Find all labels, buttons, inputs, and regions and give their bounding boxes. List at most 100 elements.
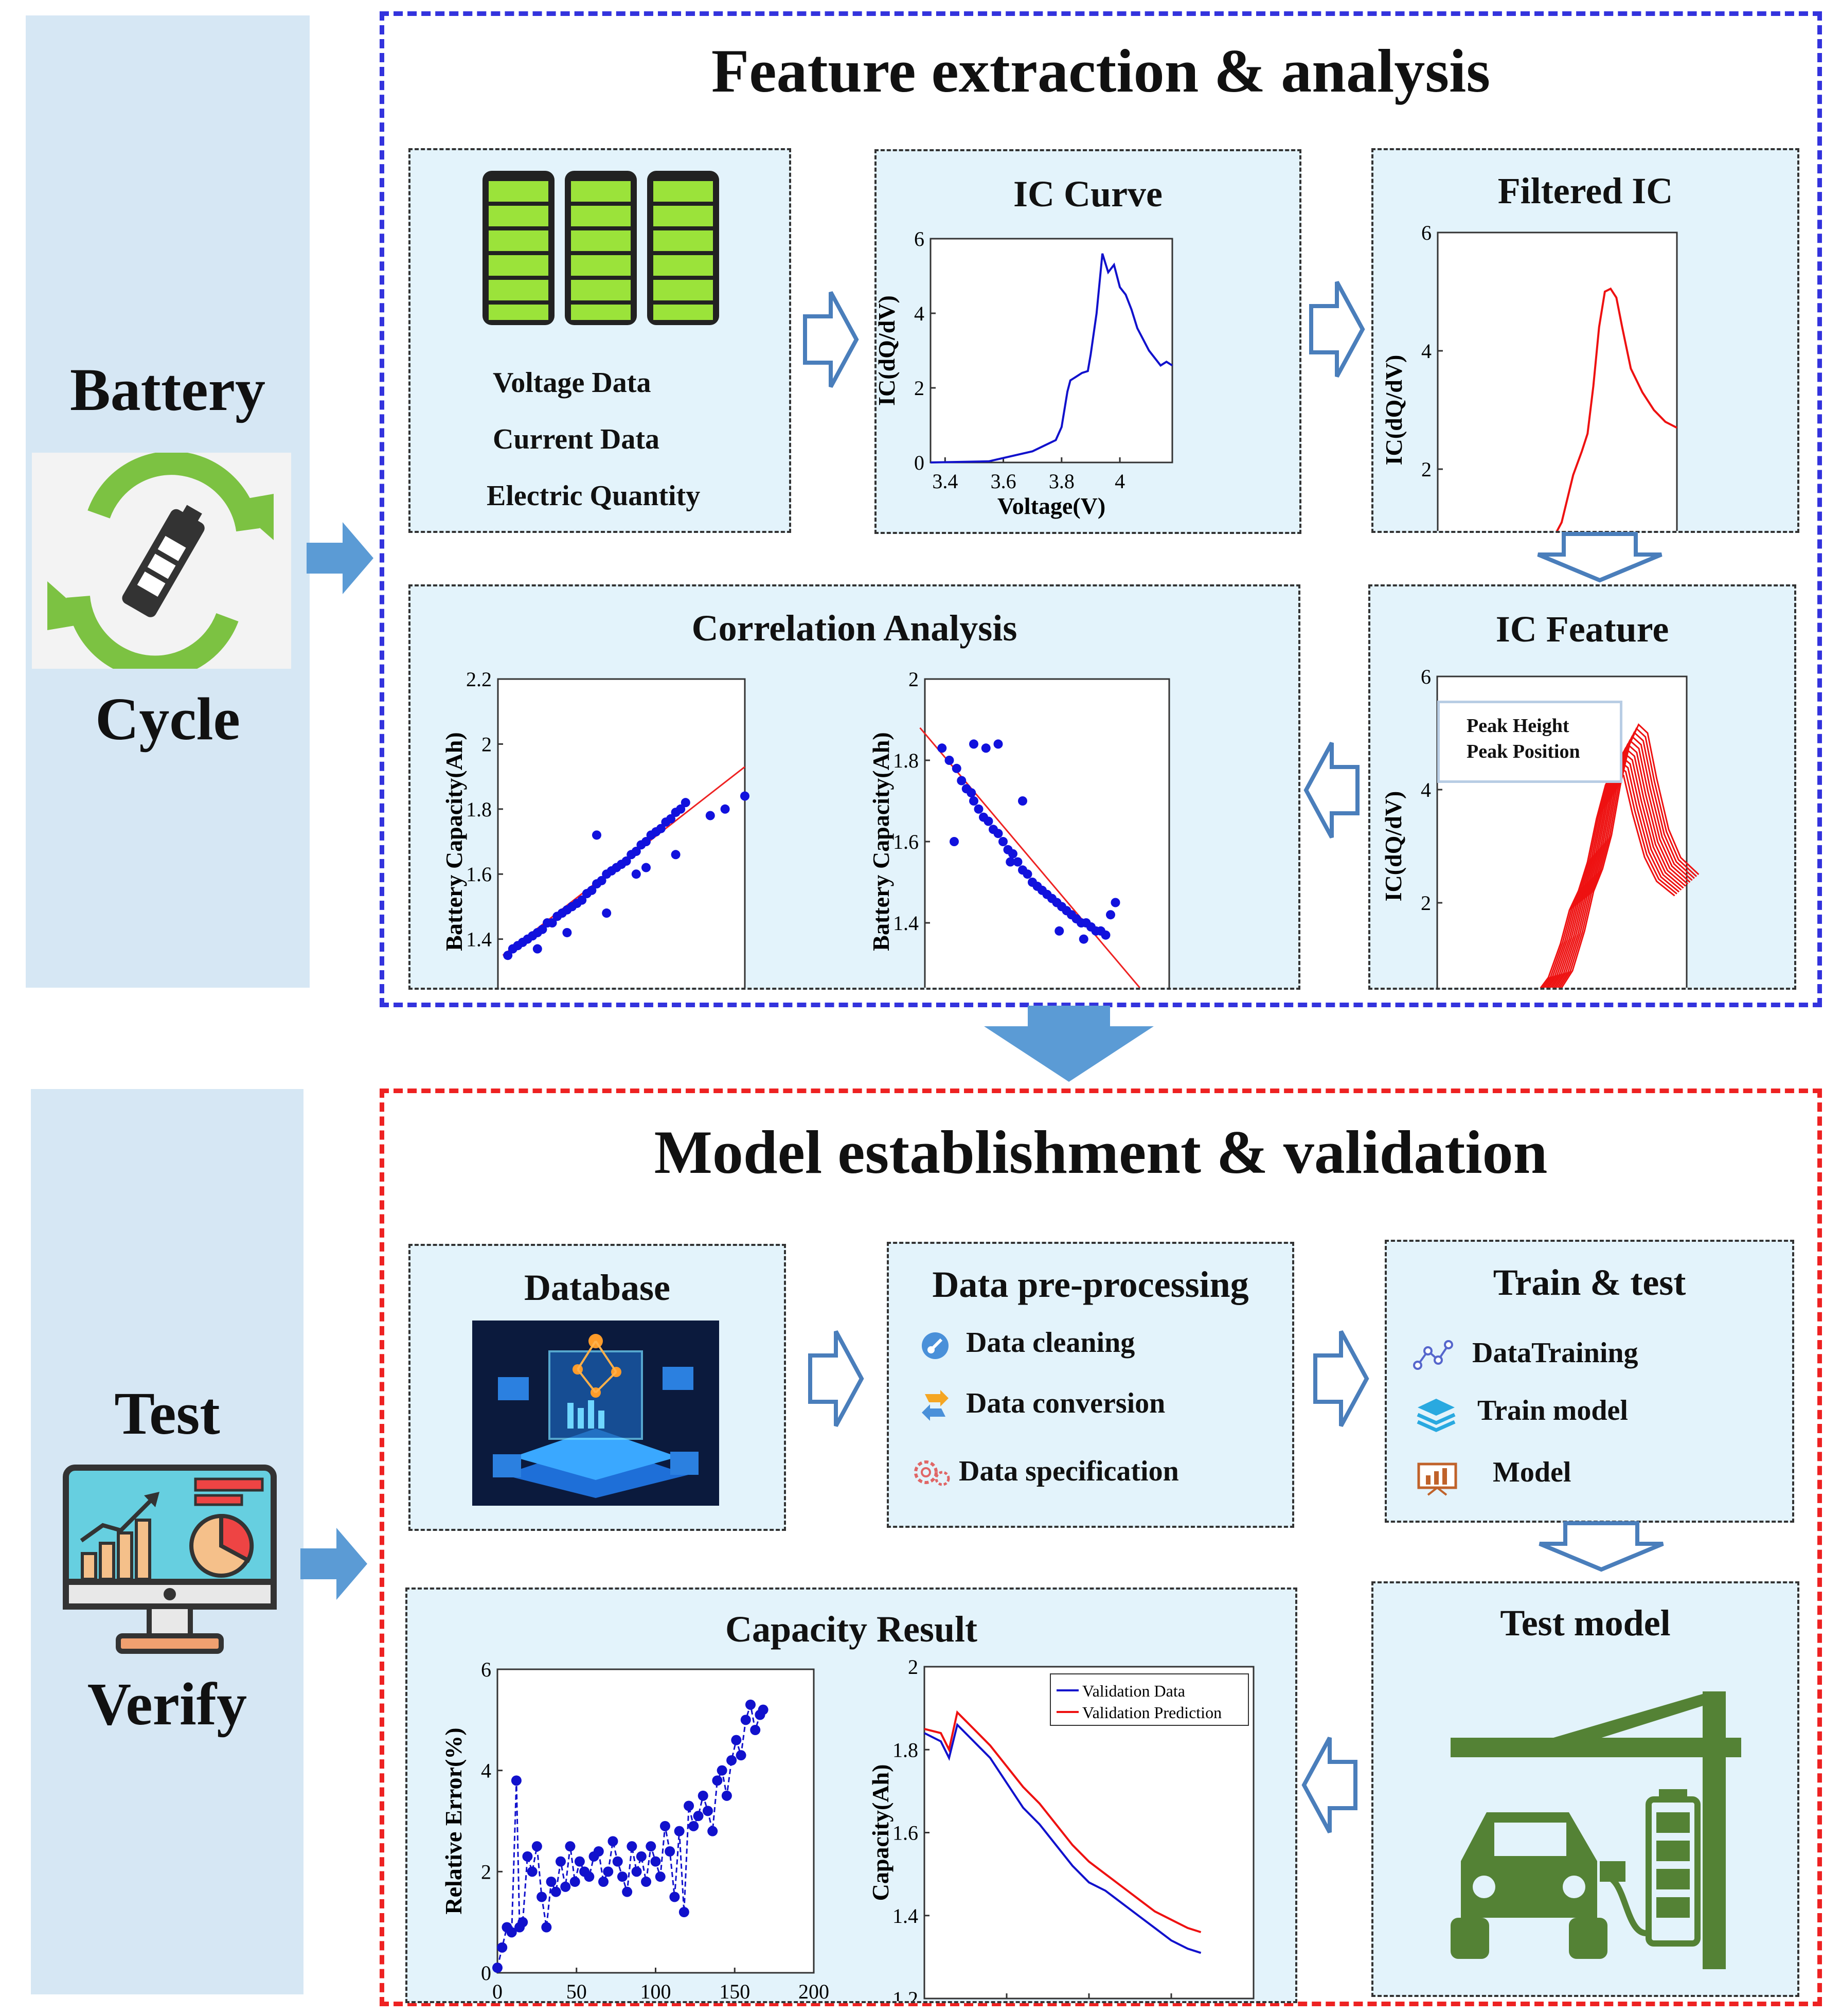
feature-curve <box>1557 731 1695 988</box>
data-point <box>541 1922 552 1933</box>
y-tick-label: 1.2 <box>892 1987 918 2001</box>
scatter-point <box>957 776 967 786</box>
peak-legend: Peak Height Peak Position <box>1437 701 1622 783</box>
y-tick-label: 6 <box>481 1658 491 1681</box>
data-point <box>506 1927 517 1938</box>
scatter-point <box>1111 898 1120 907</box>
hollow-arrow-down-icon <box>1537 532 1663 583</box>
data-point <box>522 1851 533 1862</box>
data-line <box>496 1704 764 1968</box>
scatter-point <box>676 804 686 814</box>
scatter-point <box>944 756 954 765</box>
verify-label: Verify <box>87 1670 247 1738</box>
series-line <box>924 1722 1202 1954</box>
data-point <box>712 1775 723 1786</box>
data-point <box>511 1775 522 1786</box>
scatter-point <box>967 788 976 798</box>
data-point <box>669 1892 680 1902</box>
feature-curve <box>1553 739 1691 988</box>
x-tick-label: 150 <box>719 1980 750 2001</box>
layers-icon <box>1417 1399 1456 1432</box>
data-point <box>707 1826 718 1836</box>
gears-icon <box>914 1460 950 1486</box>
scatter-point <box>1101 930 1111 940</box>
scatter-point <box>740 791 749 801</box>
hollow-arrow-down-icon <box>1539 1521 1664 1572</box>
data-point <box>497 1942 508 1953</box>
scatter-point <box>587 885 597 895</box>
data-cleaning-label: Data cleaning <box>966 1327 1135 1359</box>
plot-area <box>497 678 746 988</box>
y-tick-label: 2 <box>481 1860 491 1883</box>
data-point <box>758 1704 768 1715</box>
data-point <box>617 1871 628 1882</box>
data-point <box>560 1881 571 1892</box>
y-tick-label: 0 <box>914 451 924 474</box>
preprocessing-box: Data pre-processing Data cleaning Data c… <box>887 1242 1294 1528</box>
y-tick-label: 4 <box>481 1759 491 1782</box>
y-axis-label: IC(dQ/dV) <box>877 295 900 406</box>
feature-curve <box>1547 751 1684 988</box>
x-tick-label: 3.6 <box>991 470 1016 493</box>
scatter-point <box>1008 849 1017 859</box>
scatter-point <box>547 918 557 927</box>
y-tick-label: 1.6 <box>893 830 919 853</box>
scatter-point <box>1106 910 1115 920</box>
ic-curve-box: IC Curve 0 2 4 6 3.4 3.6 3.8 4 Voltage(V) IC(dQ/d… <box>874 149 1301 534</box>
section-title: Feature extraction & analysis <box>711 37 1491 105</box>
scatter-point <box>952 763 961 773</box>
data-point <box>574 1856 585 1867</box>
scatter-point <box>641 837 651 846</box>
data-point <box>665 1846 675 1857</box>
feature-curve <box>1554 735 1693 988</box>
scatter-point <box>656 824 666 833</box>
data-conversion-label: Data conversion <box>966 1387 1166 1419</box>
data-point <box>492 1963 503 1973</box>
x-tick-label: 4 <box>1115 470 1125 493</box>
box-title: Test model <box>1500 1602 1671 1644</box>
battery-cycle-icon <box>32 451 291 680</box>
box-title: Database <box>524 1267 670 1308</box>
cleaning-icon <box>922 1332 949 1359</box>
scatter-point <box>621 856 631 866</box>
series-line <box>924 1710 1202 1933</box>
feature-curve <box>1540 767 1675 988</box>
correlation-voltage-chart: 1.21.41.61.822.2345Voltage(V)Battery Cap… <box>441 668 749 988</box>
battery-cells-icon <box>482 171 719 325</box>
scatter-point <box>1013 857 1023 867</box>
scatter-point <box>592 830 601 840</box>
y-tick-label: 2 <box>908 1655 918 1679</box>
scatter-point <box>998 837 1008 846</box>
data-point <box>517 1917 528 1928</box>
data-point <box>598 1877 609 1887</box>
train-model-label: Train model <box>1477 1395 1628 1426</box>
scatter-point <box>631 846 641 856</box>
y-axis-label: Battery Capacity(Ah) <box>868 732 894 951</box>
feature-curve <box>1561 723 1700 988</box>
scatter-point <box>974 804 984 814</box>
y-axis-label: IC(dQ/dV) <box>1381 355 1407 466</box>
data-point <box>698 1790 708 1801</box>
data-point <box>593 1846 604 1857</box>
y-tick-label: 6 <box>914 227 924 251</box>
y-axis-label: Relative Error(%) <box>440 1727 467 1914</box>
train-test-box: Train & test DataTraining Train model Mo… <box>1385 1240 1794 1523</box>
data-point <box>641 1877 652 1887</box>
arrow-right-icon <box>300 1528 367 1600</box>
scatter-point <box>1018 796 1027 806</box>
y-tick-label: 1.8 <box>893 749 919 772</box>
ic-feature-box: IC Feature 02463.43.63.84Voltage(V)IC(dQ… <box>1368 584 1796 990</box>
capacity-prediction-chart: 1.21.41.61.82050100150200Cycle(n)Capacit… <box>867 1655 1255 2001</box>
plot-area <box>924 678 1170 988</box>
legend-label: Validation Data <box>1082 1682 1185 1700</box>
y-tick-label: 4 <box>1421 340 1432 363</box>
y-tick-label: 1.8 <box>892 1738 918 1761</box>
y-tick-label: 1.4 <box>892 1904 918 1928</box>
scatter-point <box>1023 869 1032 879</box>
box-title: Filtered IC <box>1497 170 1673 211</box>
scatter-point <box>597 876 606 885</box>
peak-position-label: Peak Position <box>1467 741 1580 762</box>
scatter-point <box>1079 934 1088 944</box>
data-point <box>603 1866 614 1877</box>
